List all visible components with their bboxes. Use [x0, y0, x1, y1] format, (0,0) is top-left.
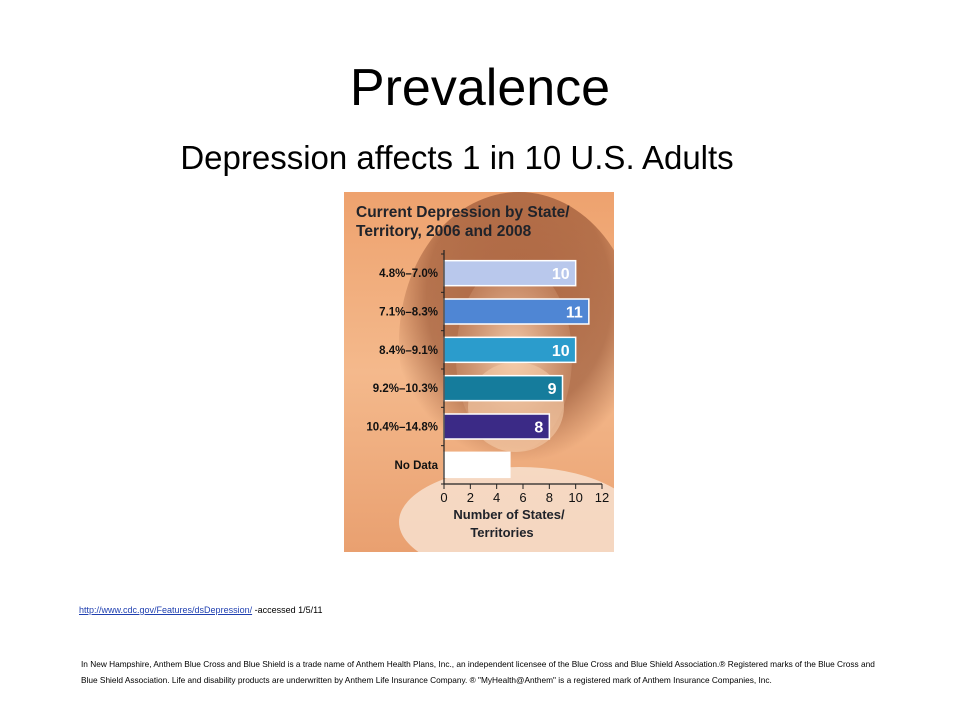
category-label-6: No Data: [395, 460, 439, 472]
source-link[interactable]: http://www.cdc.gov/Features/dsDepression…: [79, 605, 253, 615]
category-labels: 4.8%–7.0% 7.1%–8.3% 8.4%–9.1% 9.2%–10.3% 10.…: [366, 268, 438, 472]
x-tick-label-8: 8: [546, 490, 553, 505]
data-label-1: 10: [552, 266, 570, 283]
data-labels: 10 11 10 9 8: [534, 266, 583, 436]
category-label-2: 7.1%–8.3%: [379, 307, 438, 319]
bar-6: [443, 451, 511, 479]
category-label-5: 10.4%–14.8%: [366, 422, 438, 434]
data-label-4: 9: [548, 381, 557, 398]
x-axis-ticks: 0 2 4 6 8 10 12: [440, 253, 609, 505]
slide-subtitle: Depression affects 1 in 10 U.S. Adults: [180, 139, 734, 176]
x-tick-label-2: 2: [467, 490, 474, 505]
x-axis-title-line-2: Territories: [470, 525, 533, 540]
x-tick-label-4: 4: [493, 490, 500, 505]
chart-title-line-1: Current Depression by State/: [356, 204, 570, 221]
x-axis-title: Number of States/ Territories: [453, 507, 565, 540]
data-label-2: 11: [566, 305, 583, 322]
legal-disclaimer: In New Hampshire, Anthem Blue Cross and …: [81, 659, 875, 685]
x-tick-label-10: 10: [568, 490, 582, 505]
x-axis-title-line-1: Number of States/: [453, 507, 565, 522]
bar-2: [443, 298, 590, 325]
category-label-4: 9.2%–10.3%: [373, 383, 438, 395]
bar-1: [443, 259, 577, 287]
category-label-1: 4.8%–7.0%: [379, 268, 438, 280]
slide-title: Prevalence: [349, 59, 611, 117]
chart-title-line-2: Territory, 2006 and 2008: [356, 223, 532, 240]
data-label-3: 10: [552, 343, 570, 360]
category-label-3: 8.4%–9.1%: [379, 345, 438, 357]
depression-bar-chart: Current Depression by State/ Territory, …: [344, 192, 614, 552]
chart-title: Current Depression by State/ Territory, …: [356, 204, 570, 240]
source-citation: http://www.cdc.gov/Features/dsDepression…: [79, 604, 322, 616]
x-tick-label-0: 0: [440, 490, 447, 505]
x-tick-label-6: 6: [519, 490, 526, 505]
bar-4: [443, 374, 564, 402]
chart-figure: Current Depression by State/ Territory, …: [344, 192, 614, 552]
source-accessed-note: -accessed 1/5/11: [252, 605, 323, 615]
bar-series: [443, 259, 590, 479]
x-tick-label-12: 12: [595, 490, 609, 505]
data-label-5: 8: [534, 420, 543, 437]
